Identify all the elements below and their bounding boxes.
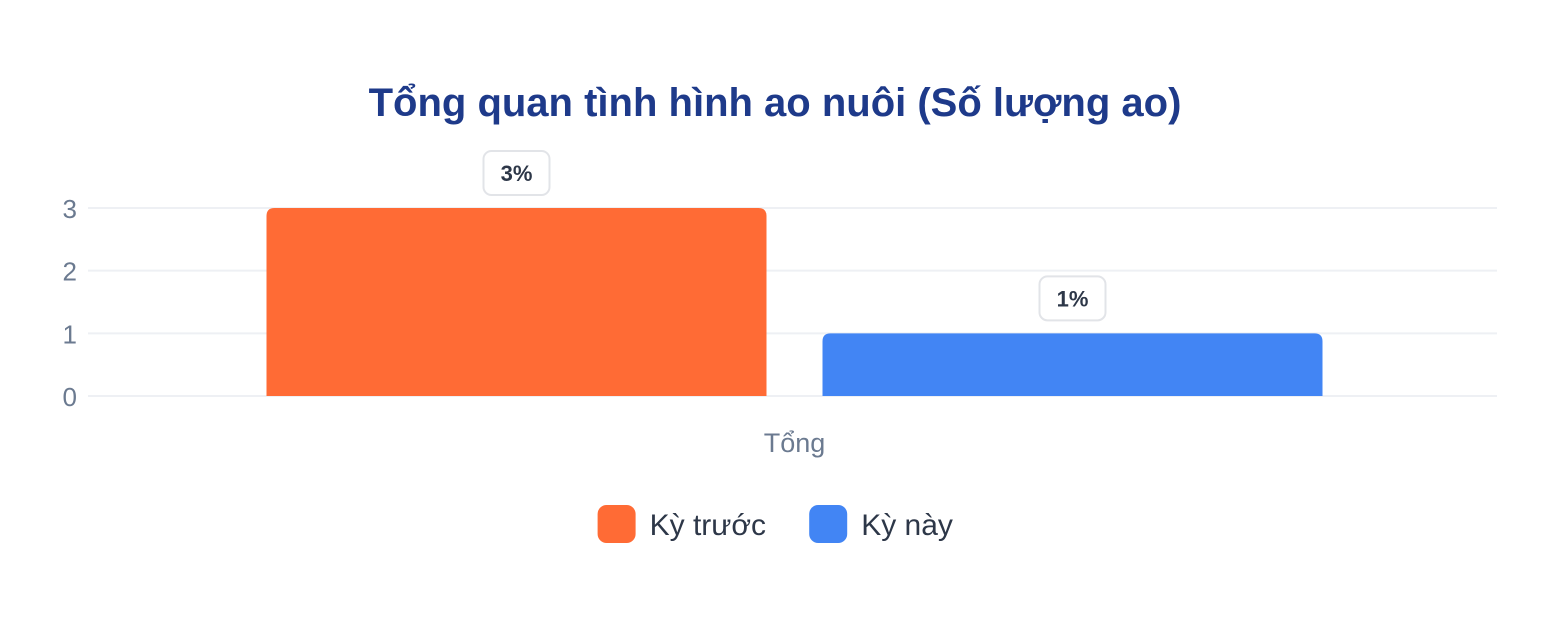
chart-title: Tổng quan tình hình ao nuôi (Số lượng ao… [369,81,1182,125]
legend-swatch [597,505,636,543]
legend-item-current-period[interactable]: Kỳ này [809,505,953,543]
legend-label: Kỳ này [861,509,953,542]
y-tick-label: 1 [63,319,77,349]
y-axis-ticks: 0 1 2 3 [63,194,77,412]
legend-item-previous-period[interactable]: Kỳ trước [597,505,766,543]
x-category-label: Tổng [764,428,826,458]
data-label: 3% [482,150,551,196]
data-label-box [482,150,551,196]
data-label-text: 3% [501,161,533,186]
data-label: 1% [1038,275,1107,322]
y-tick-label: 2 [63,257,77,287]
data-label-text: 1% [1057,286,1089,311]
legend[interactable]: Kỳ trước Kỳ này [597,505,953,543]
bar-previous-period[interactable] [266,208,767,396]
bar-current-period[interactable] [822,333,1323,396]
legend-swatch [809,505,848,543]
x-axis-categories: Tổng [764,428,826,458]
y-tick-label: 3 [63,194,77,224]
y-tick-label: 0 [63,382,77,412]
data-labels: 3% 1% [482,150,1107,322]
bars [266,208,1323,396]
data-label-box [1038,275,1107,322]
legend-label: Kỳ trước [650,509,766,542]
